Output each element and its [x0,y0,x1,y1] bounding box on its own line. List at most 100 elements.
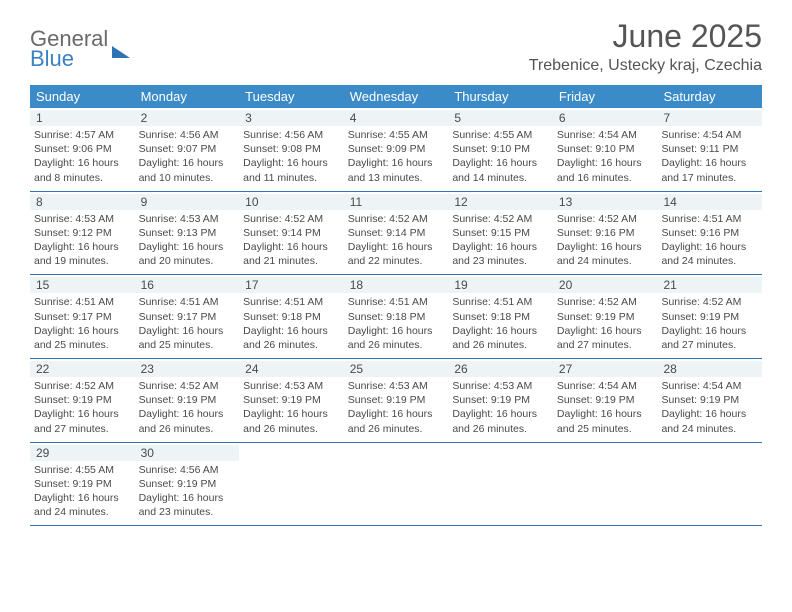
daylight-text: Daylight: 16 hours and 24 minutes. [34,491,131,519]
daylight-text: Daylight: 16 hours and 27 minutes. [557,324,654,352]
title-block: June 2025 Trebenice, Ustecky kraj, Czech… [529,18,762,75]
sunset-text: Sunset: 9:19 PM [243,393,340,407]
daylight-text: Daylight: 16 hours and 16 minutes. [557,156,654,184]
day-info: Sunrise: 4:55 AMSunset: 9:19 PMDaylight:… [34,463,131,520]
sunrise-text: Sunrise: 4:53 AM [139,212,236,226]
sunrise-text: Sunrise: 4:53 AM [243,379,340,393]
sunset-text: Sunset: 9:13 PM [139,226,236,240]
day-info: Sunrise: 4:57 AMSunset: 9:06 PMDaylight:… [34,128,131,185]
day-info: Sunrise: 4:54 AMSunset: 9:11 PMDaylight:… [661,128,758,185]
sunrise-text: Sunrise: 4:52 AM [34,379,131,393]
daylight-text: Daylight: 16 hours and 27 minutes. [34,407,131,435]
daylight-text: Daylight: 16 hours and 11 minutes. [243,156,340,184]
sunrise-text: Sunrise: 4:56 AM [139,463,236,477]
sunset-text: Sunset: 9:19 PM [557,310,654,324]
day-info: Sunrise: 4:55 AMSunset: 9:09 PMDaylight:… [348,128,445,185]
sunset-text: Sunset: 9:07 PM [139,142,236,156]
day-info: Sunrise: 4:54 AMSunset: 9:19 PMDaylight:… [661,379,758,436]
sunrise-text: Sunrise: 4:52 AM [557,295,654,309]
sunset-text: Sunset: 9:19 PM [661,393,758,407]
daylight-text: Daylight: 16 hours and 26 minutes. [348,407,445,435]
daylight-text: Daylight: 16 hours and 26 minutes. [139,407,236,435]
day-info: Sunrise: 4:54 AMSunset: 9:19 PMDaylight:… [557,379,654,436]
day-cell: 29 Sunrise: 4:55 AMSunset: 9:19 PMDayligh… [30,443,135,526]
sunrise-text: Sunrise: 4:54 AM [661,128,758,142]
sunrise-text: Sunrise: 4:56 AM [243,128,340,142]
day-info: Sunrise: 4:52 AMSunset: 9:14 PMDaylight:… [348,212,445,269]
daylight-text: Daylight: 16 hours and 25 minutes. [557,407,654,435]
daylight-text: Daylight: 16 hours and 17 minutes. [661,156,758,184]
day-info: Sunrise: 4:51 AMSunset: 9:18 PMDaylight:… [243,295,340,352]
day-info: Sunrise: 4:51 AMSunset: 9:16 PMDaylight:… [661,212,758,269]
day-cell: 22Sunrise: 4:52 AMSunset: 9:19 PMDayligh… [30,359,135,442]
sunset-text: Sunset: 9:14 PM [243,226,340,240]
day-info: Sunrise: 4:56 AMSunset: 9:08 PMDaylight:… [243,128,340,185]
day-cell: 2Sunrise: 4:56 AMSunset: 9:07 PMDaylight… [135,108,240,191]
day-cell: 19Sunrise: 4:51 AMSunset: 9:18 PMDayligh… [448,275,553,358]
weekday-name: Tuesday [239,85,344,108]
day-number: 20 [553,277,658,293]
day-number: 8 [30,194,135,210]
sunrise-text: Sunrise: 4:55 AM [34,463,131,477]
day-info: Sunrise: 4:51 AMSunset: 9:17 PMDaylight:… [139,295,236,352]
day-number: 13 [553,194,658,210]
sunset-text: Sunset: 9:19 PM [557,393,654,407]
day-number: 23 [135,361,240,377]
week-row: 29Sunrise: 4:55 AMSunset: 9:19 PMDayligh… [30,443,762,527]
sunset-text: Sunset: 9:16 PM [661,226,758,240]
day-cell: 14Sunrise: 4:51 AMSunset: 9:16 PMDayligh… [657,192,762,275]
day-number: 15 [30,277,135,293]
day-number: 12 [448,194,553,210]
sunset-text: Sunset: 9:06 PM [34,142,131,156]
sunrise-text: Sunrise: 4:54 AM [557,128,654,142]
daylight-text: Daylight: 16 hours and 20 minutes. [139,240,236,268]
sunrise-text: Sunrise: 4:52 AM [661,295,758,309]
sunset-text: Sunset: 9:19 PM [661,310,758,324]
sunset-text: Sunset: 9:19 PM [139,477,236,491]
day-number: 26 [448,361,553,377]
sunset-text: Sunset: 9:15 PM [452,226,549,240]
weekday-name: Friday [553,85,658,108]
day-number: 25 [344,361,449,377]
day-number: 16 [135,277,240,293]
daylight-text: Daylight: 16 hours and 25 minutes. [34,324,131,352]
sunset-text: Sunset: 9:17 PM [34,310,131,324]
day-number: 29 [30,445,135,461]
day-info: Sunrise: 4:52 AMSunset: 9:16 PMDaylight:… [557,212,654,269]
sunrise-text: Sunrise: 4:52 AM [452,212,549,226]
day-number: 18 [344,277,449,293]
sunrise-text: Sunrise: 4:52 AM [348,212,445,226]
day-cell: 7Sunrise: 4:54 AMSunset: 9:11 PMDaylight… [657,108,762,191]
day-cell: 27 Sunrise: 4:54 AMSunset: 9:19 PMDayligh… [553,359,658,442]
daylight-text: Daylight: 16 hours and 23 minutes. [452,240,549,268]
day-info: Sunrise: 4:52 AMSunset: 9:19 PMDaylight:… [34,379,131,436]
sunrise-text: Sunrise: 4:57 AM [34,128,131,142]
daylight-text: Daylight: 16 hours and 24 minutes. [661,240,758,268]
day-cell: 9Sunrise: 4:53 AMSunset: 9:13 PMDaylight… [135,192,240,275]
day-number: 24 [239,361,344,377]
day-cell: 13 Sunrise: 4:52 AMSunset: 9:16 PMDayligh… [553,192,658,275]
daylight-text: Daylight: 16 hours and 24 minutes. [661,407,758,435]
sunrise-text: Sunrise: 4:52 AM [139,379,236,393]
week-row: 1Sunrise: 4:57 AMSunset: 9:06 PMDaylight… [30,108,762,192]
sunset-text: Sunset: 9:14 PM [348,226,445,240]
sunrise-text: Sunrise: 4:51 AM [452,295,549,309]
sunset-text: Sunset: 9:08 PM [243,142,340,156]
sunrise-text: Sunrise: 4:53 AM [452,379,549,393]
sunrise-text: Sunrise: 4:51 AM [661,212,758,226]
day-info: Sunrise: 4:52 AMSunset: 9:15 PMDaylight:… [452,212,549,269]
sunrise-text: Sunrise: 4:55 AM [452,128,549,142]
weekday-name: Wednesday [344,85,449,108]
day-cell: 5Sunrise: 4:55 AMSunset: 9:10 PMDaylight… [448,108,553,191]
day-info: Sunrise: 4:56 AMSunset: 9:19 PMDaylight:… [139,463,236,520]
day-info: Sunrise: 4:52 AMSunset: 9:19 PMDaylight:… [557,295,654,352]
weekday-header: Sunday Monday Tuesday Wednesday Thursday… [30,85,762,108]
weekday-name: Thursday [448,85,553,108]
day-cell [553,443,658,526]
sunset-text: Sunset: 9:18 PM [348,310,445,324]
day-cell: 12 Sunrise: 4:52 AMSunset: 9:15 PMDayligh… [448,192,553,275]
sunrise-text: Sunrise: 4:54 AM [661,379,758,393]
day-number: 27 [553,361,658,377]
sunrise-text: Sunrise: 4:51 AM [34,295,131,309]
weekday-name: Saturday [657,85,762,108]
